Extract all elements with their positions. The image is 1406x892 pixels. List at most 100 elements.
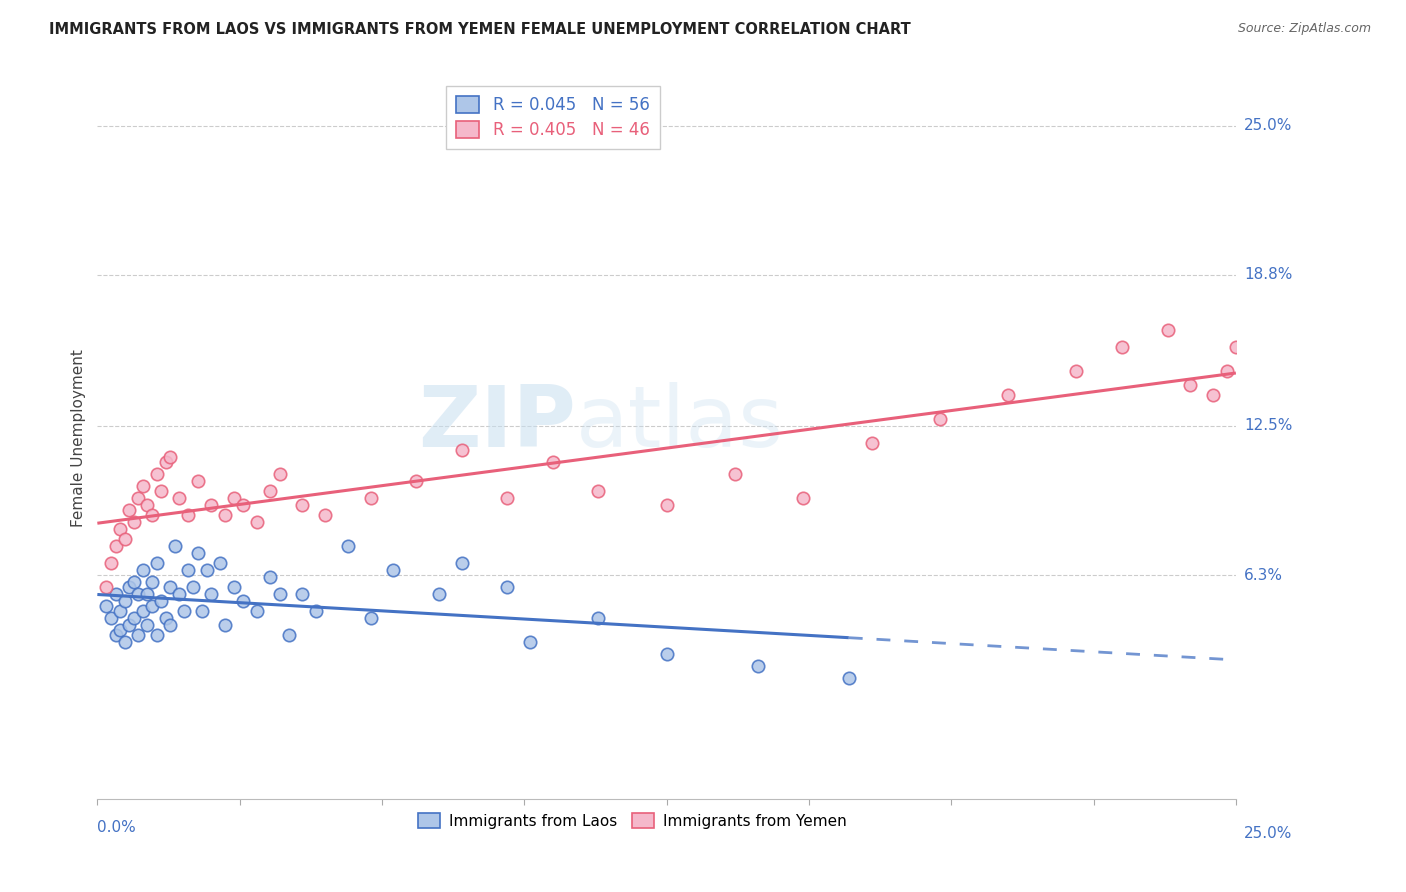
- Point: [177, 508, 200, 522]
- Point: [114, 532, 136, 546]
- Point: [1202, 388, 1225, 402]
- Point: [1156, 323, 1178, 337]
- Point: [181, 580, 204, 594]
- Point: [222, 491, 245, 505]
- Legend: Immigrants from Laos, Immigrants from Yemen: Immigrants from Laos, Immigrants from Ye…: [409, 804, 856, 838]
- Point: [450, 556, 472, 570]
- Point: [1111, 340, 1133, 354]
- Point: [209, 556, 232, 570]
- Point: [588, 483, 610, 498]
- Point: [1225, 340, 1247, 354]
- Point: [928, 411, 950, 425]
- Point: [100, 611, 122, 625]
- Point: [122, 575, 145, 590]
- Text: IMMIGRANTS FROM LAOS VS IMMIGRANTS FROM YEMEN FEMALE UNEMPLOYMENT CORRELATION CH: IMMIGRANTS FROM LAOS VS IMMIGRANTS FROM …: [49, 22, 911, 37]
- Point: [145, 628, 167, 642]
- Text: 12.5%: 12.5%: [1244, 418, 1292, 434]
- Text: 0.0%: 0.0%: [97, 820, 136, 835]
- Point: [169, 491, 191, 505]
- Text: 6.3%: 6.3%: [1244, 567, 1284, 582]
- Point: [277, 628, 299, 642]
- Text: Source: ZipAtlas.com: Source: ZipAtlas.com: [1237, 22, 1371, 36]
- Point: [200, 498, 222, 512]
- Point: [169, 587, 191, 601]
- Point: [155, 611, 177, 625]
- Point: [1216, 364, 1239, 378]
- Point: [214, 508, 236, 522]
- Point: [314, 508, 336, 522]
- Point: [519, 635, 541, 649]
- Point: [541, 455, 564, 469]
- Point: [104, 539, 127, 553]
- Text: ZIP: ZIP: [418, 382, 575, 465]
- Point: [155, 455, 177, 469]
- Point: [259, 483, 281, 498]
- Point: [269, 467, 291, 481]
- Point: [96, 580, 118, 594]
- Point: [496, 580, 519, 594]
- Point: [1180, 378, 1202, 392]
- Point: [118, 503, 141, 517]
- Point: [127, 587, 149, 601]
- Point: [427, 587, 450, 601]
- Point: [150, 594, 173, 608]
- Point: [259, 570, 281, 584]
- Point: [141, 508, 163, 522]
- Point: [655, 648, 678, 662]
- Y-axis label: Female Unemployment: Female Unemployment: [72, 349, 86, 527]
- Point: [108, 624, 131, 638]
- Point: [747, 659, 769, 673]
- Point: [132, 563, 155, 577]
- Point: [450, 442, 472, 457]
- Point: [159, 580, 181, 594]
- Point: [1066, 364, 1088, 378]
- Point: [222, 580, 245, 594]
- Point: [145, 556, 167, 570]
- Point: [360, 491, 382, 505]
- Point: [108, 604, 131, 618]
- Point: [159, 450, 181, 465]
- Point: [588, 611, 610, 625]
- Point: [108, 522, 131, 536]
- Point: [177, 563, 200, 577]
- Text: atlas: atlas: [575, 382, 783, 465]
- Point: [214, 618, 236, 632]
- Point: [186, 475, 208, 489]
- Point: [132, 604, 155, 618]
- Point: [114, 594, 136, 608]
- Point: [173, 604, 195, 618]
- Point: [191, 604, 214, 618]
- Point: [195, 563, 218, 577]
- Point: [122, 515, 145, 529]
- Point: [291, 587, 314, 601]
- Point: [382, 563, 405, 577]
- Point: [136, 618, 159, 632]
- Point: [100, 556, 122, 570]
- Text: 25.0%: 25.0%: [1244, 118, 1292, 133]
- Point: [132, 479, 155, 493]
- Point: [104, 628, 127, 642]
- Point: [136, 587, 159, 601]
- Point: [232, 594, 254, 608]
- Point: [159, 618, 181, 632]
- Point: [122, 611, 145, 625]
- Point: [141, 575, 163, 590]
- Point: [838, 671, 860, 685]
- Point: [200, 587, 222, 601]
- Point: [655, 498, 678, 512]
- Point: [405, 475, 427, 489]
- Point: [496, 491, 519, 505]
- Point: [305, 604, 328, 618]
- Point: [104, 587, 127, 601]
- Point: [269, 587, 291, 601]
- Point: [136, 498, 159, 512]
- Point: [150, 483, 173, 498]
- Point: [997, 388, 1019, 402]
- Point: [186, 546, 208, 560]
- Point: [96, 599, 118, 614]
- Text: 18.8%: 18.8%: [1244, 267, 1292, 282]
- Point: [724, 467, 747, 481]
- Point: [232, 498, 254, 512]
- Point: [246, 515, 269, 529]
- Point: [127, 628, 149, 642]
